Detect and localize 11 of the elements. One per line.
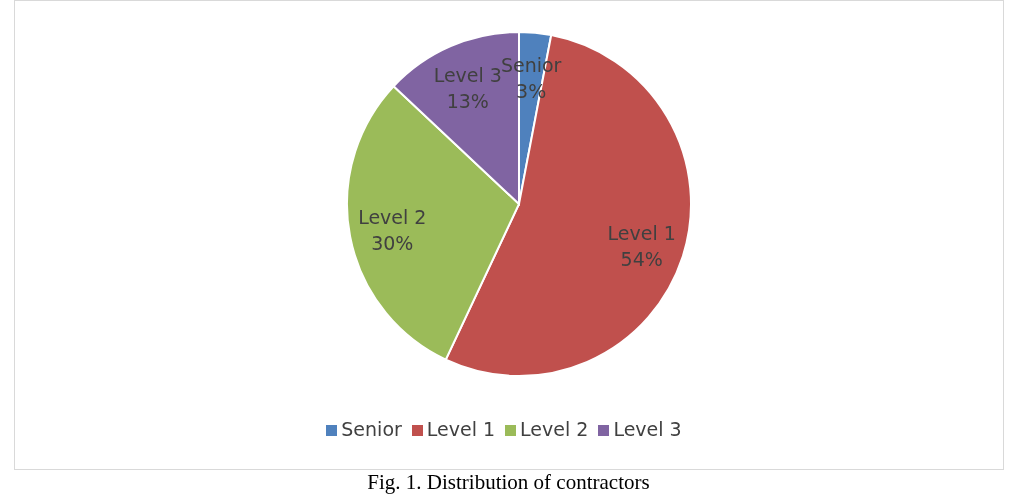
caption: Fig. 1. Distribution of contractors: [366, 470, 651, 495]
slice-label: Level 2: [358, 206, 427, 229]
legend-label: Senior: [341, 418, 402, 440]
data-label: 30%: [371, 232, 414, 255]
legend-label: Level 1: [426, 418, 496, 440]
data-label: 13%: [446, 89, 489, 112]
data-label: 54%: [620, 247, 663, 270]
slice-label: Level 1: [607, 221, 676, 244]
legend-label: Level 3: [613, 418, 682, 440]
slice-label: Level 3: [433, 63, 502, 86]
legend-label: Level 2: [520, 418, 589, 440]
